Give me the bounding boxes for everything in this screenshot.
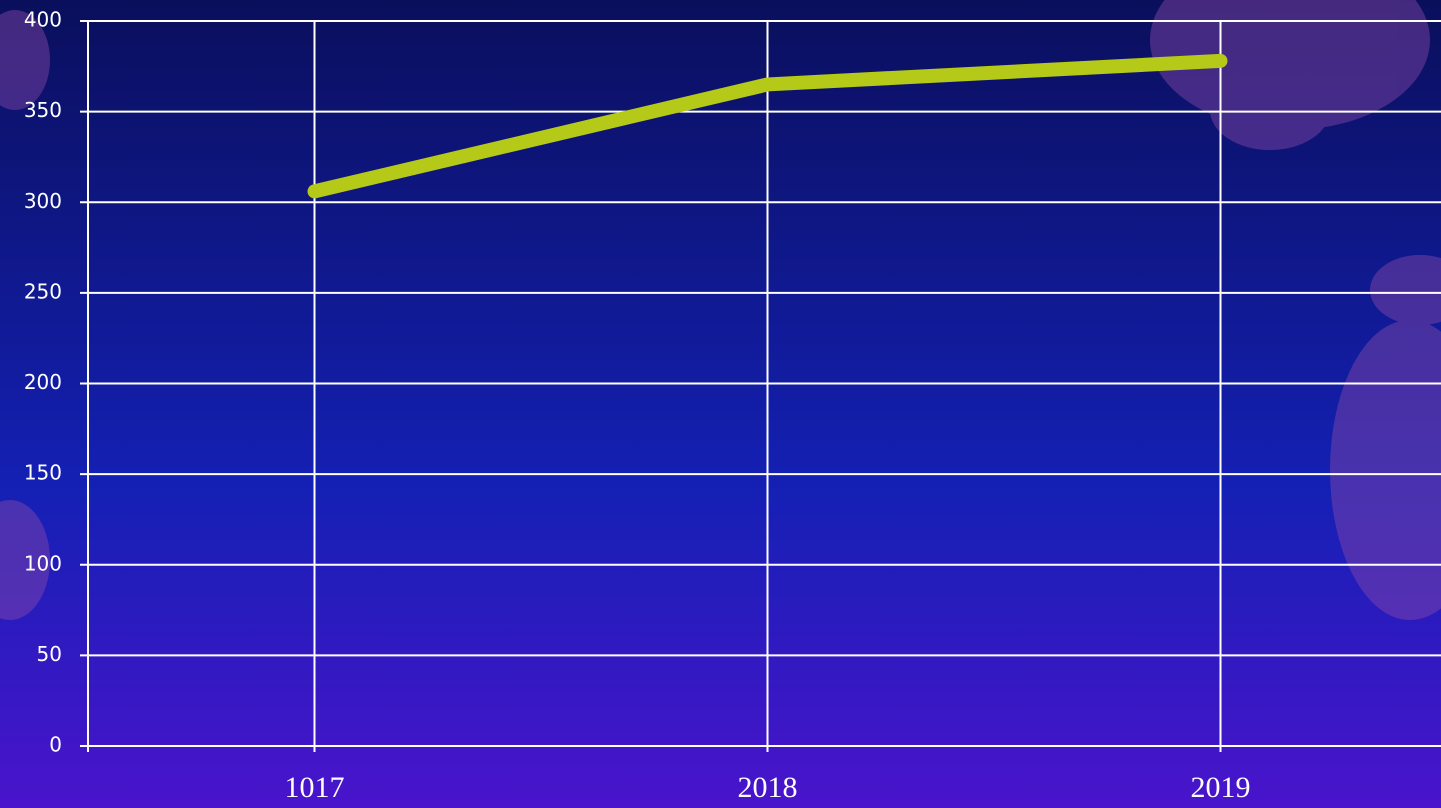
- plot-area: 0 50 100 150 200 250 300 350 400 1017 2018 2019: [24, 8, 1441, 804]
- y-tick-label: 250: [24, 279, 62, 303]
- y-tick-label: 300: [24, 189, 62, 213]
- y-tick-label: 150: [24, 461, 62, 485]
- y-tick-label: 400: [24, 8, 62, 32]
- y-tick-label: 50: [37, 642, 62, 666]
- line: [307, 53, 1228, 199]
- x-tick-label: 2019: [1191, 771, 1251, 804]
- y-tick-label: 100: [24, 551, 62, 575]
- x-tick-label: 1017: [285, 771, 345, 804]
- y-tick-label: 0: [49, 733, 62, 757]
- y-tick-label: 350: [24, 98, 62, 122]
- x-tick-label: 2018: [738, 771, 798, 804]
- y-tick-label: 200: [24, 370, 62, 394]
